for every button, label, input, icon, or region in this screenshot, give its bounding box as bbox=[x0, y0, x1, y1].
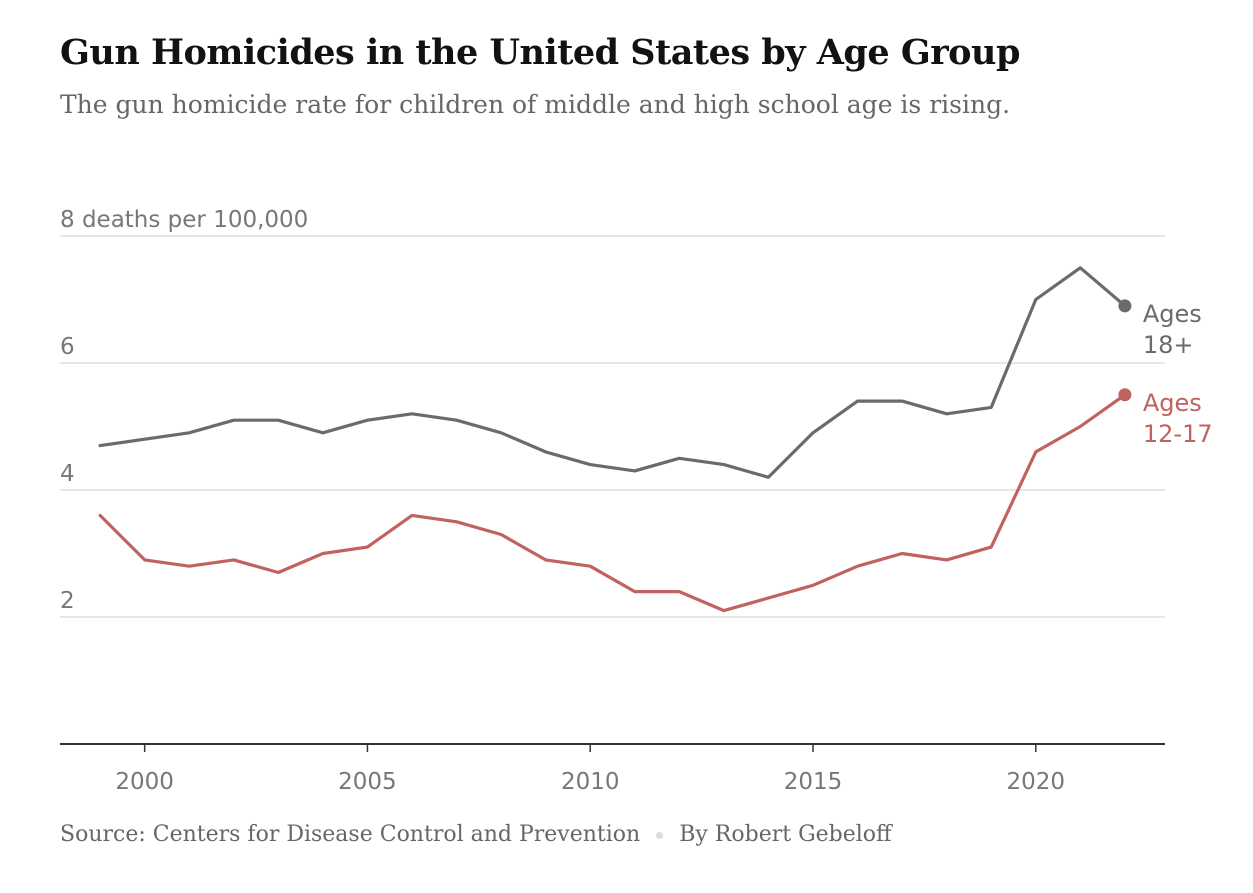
series-end-dot bbox=[1118, 299, 1132, 313]
series-line bbox=[98, 266, 1127, 479]
x-tick-label: 2020 bbox=[1007, 769, 1066, 795]
separator-dot-icon bbox=[656, 831, 664, 839]
x-tick-label: 2015 bbox=[784, 769, 843, 795]
series-label: Ages 18+ bbox=[1143, 300, 1202, 359]
series-label-line: Ages bbox=[1143, 300, 1202, 328]
source-credit: Source: Centers for Disease Control and … bbox=[60, 822, 641, 847]
y-tick-label: 4 bbox=[60, 461, 75, 487]
y-tick-label: 8 deaths per 100,000 bbox=[60, 207, 308, 233]
byline: By Robert Gebeloff bbox=[679, 822, 892, 847]
y-tick-label: 2 bbox=[60, 588, 75, 614]
x-tick-label: 2010 bbox=[561, 769, 620, 795]
series-line bbox=[98, 393, 1127, 613]
x-tick-label: 2000 bbox=[115, 769, 174, 795]
series-label: Ages 12-17 bbox=[1143, 389, 1213, 448]
chart-title: Gun Homicides in the United States by Ag… bbox=[60, 32, 1020, 73]
series-label-line: 12-17 bbox=[1143, 420, 1213, 448]
chart-footer: Source: Centers for Disease Control and … bbox=[60, 822, 892, 847]
y-tick-label: 6 bbox=[60, 334, 75, 360]
series-label-line: Ages bbox=[1143, 389, 1202, 417]
x-tick-label: 2005 bbox=[338, 769, 397, 795]
chart-subtitle: The gun homicide rate for children of mi… bbox=[60, 90, 1011, 119]
series-end-dot bbox=[1118, 388, 1132, 402]
series-label-line: 18+ bbox=[1143, 331, 1194, 359]
